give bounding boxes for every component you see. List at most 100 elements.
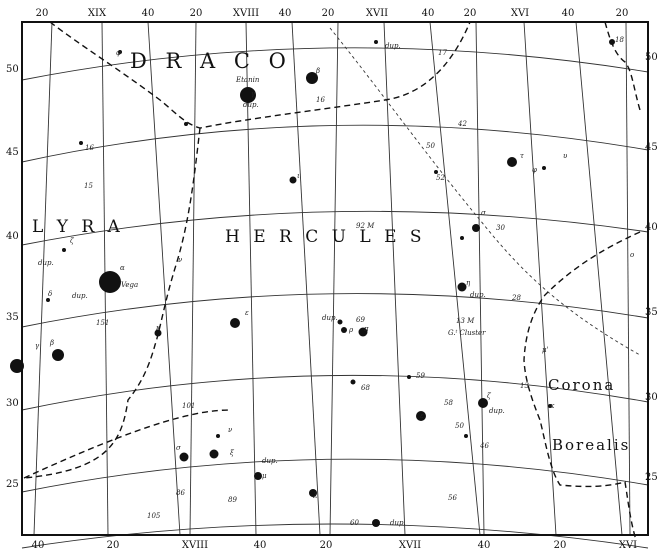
- star-label: μ': [542, 346, 549, 354]
- dec-line-40: [21, 210, 649, 246]
- star-label: γ: [251, 90, 256, 98]
- star-label: dup.: [243, 101, 259, 109]
- ra-line: [475, 21, 485, 536]
- star-label: 50: [426, 142, 435, 150]
- star-label: ε: [245, 309, 249, 317]
- star-label: ρ: [348, 326, 354, 334]
- constellation-name: L Y R A: [32, 217, 124, 237]
- right-tick-label: 50: [645, 52, 658, 63]
- star-marker: [507, 157, 517, 167]
- star-label: σ: [481, 209, 486, 217]
- star-label: dup.: [489, 407, 505, 415]
- star-label: 86: [176, 489, 185, 497]
- star-label: 17: [438, 49, 447, 57]
- star-label: 151: [96, 319, 109, 327]
- star-label: 16: [85, 144, 94, 152]
- star-label: 56: [448, 494, 457, 502]
- dec-line-20: [21, 523, 649, 549]
- star-marker: [289, 176, 297, 184]
- star-marker: [460, 236, 464, 240]
- star-label: ε: [420, 412, 424, 420]
- star-label: κ: [155, 324, 161, 332]
- star-marker: [374, 40, 378, 44]
- chart-frame: [21, 21, 649, 536]
- ra-line: [523, 21, 557, 536]
- star-label: 30: [496, 224, 505, 232]
- star-label: dup.: [470, 291, 486, 299]
- star-label: σ: [176, 444, 181, 452]
- star-marker: [306, 72, 318, 84]
- star-marker: [358, 327, 368, 337]
- star-label: o: [630, 251, 634, 259]
- top-tick-label: 20: [616, 8, 629, 19]
- star-label: ξ: [230, 449, 235, 457]
- star-label: 28: [511, 294, 521, 302]
- constellation-name: D R A C O: [130, 49, 292, 73]
- bottom-tick-label: 20: [554, 540, 567, 551]
- right-tick-label: 45: [645, 142, 658, 153]
- star-label: β: [49, 339, 54, 347]
- star-label: φ: [532, 166, 537, 174]
- left-tick-label: 50: [6, 64, 19, 75]
- star-marker: [407, 375, 411, 379]
- star-marker: [99, 271, 121, 293]
- star-label: 15: [84, 182, 93, 190]
- star-label: 13 M: [456, 317, 475, 325]
- dec-line-50: [21, 47, 649, 81]
- star-label: 18: [615, 36, 624, 44]
- star-marker: [52, 349, 64, 361]
- star-label: 69: [356, 316, 365, 324]
- star-label: ν: [228, 426, 233, 434]
- top-tick-label: 40: [279, 8, 292, 19]
- left-tick-label: 45: [6, 147, 19, 158]
- star-label: τ: [520, 152, 524, 160]
- star-marker: [216, 434, 220, 438]
- bottom-tick-label: 40: [32, 540, 45, 551]
- star-label: δ: [48, 290, 52, 298]
- constellation-labels: D R A C O L Y R A H E R C U L E S Corona Bor…: [32, 49, 630, 454]
- star-marker: [240, 87, 256, 103]
- ra-line: [33, 21, 53, 536]
- star-label: 46: [479, 442, 489, 450]
- star-label: φ: [116, 49, 121, 57]
- star-label: ι: [297, 172, 300, 180]
- star-marker: [457, 282, 467, 292]
- star-label: 68: [361, 384, 370, 392]
- bottom-tick-label: 40: [254, 540, 267, 551]
- star-label: π: [363, 325, 369, 333]
- declination-grid: [21, 47, 649, 549]
- ra-line: [625, 21, 631, 536]
- constellation-boundaries: [23, 21, 641, 541]
- star-label: dup.: [385, 42, 401, 50]
- star-label: γ: [35, 342, 40, 350]
- corona-boundary: [523, 231, 641, 541]
- ra-line: [383, 21, 406, 536]
- star-label: 52: [436, 174, 445, 182]
- star-marker: [434, 170, 438, 174]
- star-label: Vega: [121, 281, 138, 289]
- constellation-name: H E R C U L E S: [225, 227, 426, 247]
- top-tick-label: 20: [36, 8, 49, 19]
- star-marker: [154, 329, 162, 337]
- star-label: 59: [416, 372, 425, 380]
- constellation-name: Corona: [548, 376, 615, 394]
- right-tick-label: 25: [645, 472, 658, 483]
- star-marker: [372, 519, 380, 527]
- star-marker: [10, 359, 24, 373]
- star-label: G.ᵗ Cluster: [448, 329, 486, 337]
- star-label: dup.: [262, 457, 278, 465]
- star-label: dup.: [38, 259, 54, 267]
- constellation-name: Borealis: [552, 436, 630, 454]
- diagonal-reference-line: [329, 27, 641, 356]
- star-label: ν: [178, 256, 183, 264]
- star-label: κ: [549, 402, 555, 410]
- bottom-tick-label: 20: [107, 540, 120, 551]
- star-marker: [478, 398, 488, 408]
- bottom-tick-label: XVIII: [182, 540, 208, 551]
- stars: [10, 39, 615, 527]
- bottom-tick-label: 20: [320, 540, 333, 551]
- right-tick-label: 30: [645, 392, 658, 403]
- right-tick-label: 40: [645, 222, 658, 233]
- star-label: 50: [455, 422, 464, 430]
